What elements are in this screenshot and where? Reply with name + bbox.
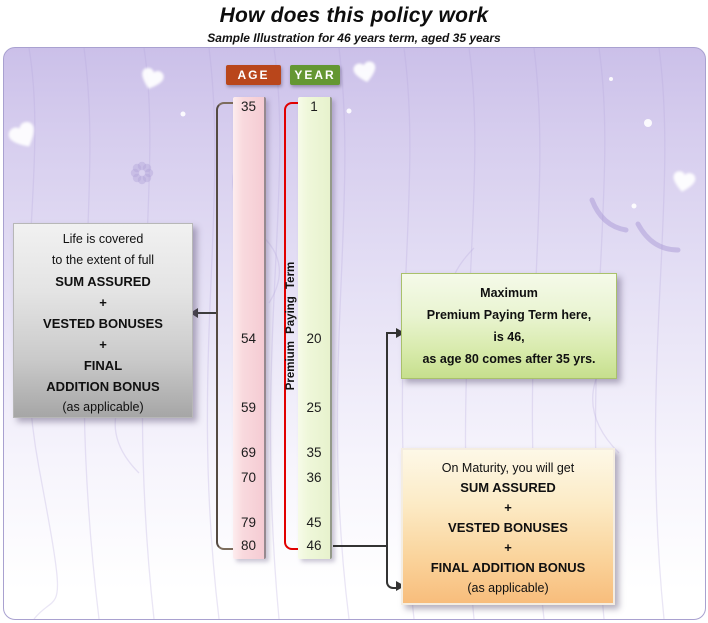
- coverage-line: to the extent of full: [51, 253, 155, 267]
- year-bar: 1 20 25 35 36 45 46: [298, 97, 332, 559]
- year-value: 45: [306, 515, 322, 530]
- coverage-line: Life is covered: [62, 232, 144, 246]
- coverage-line: FINAL: [83, 358, 123, 373]
- coverage-line: VESTED BONUSES: [43, 316, 163, 331]
- maturity-arrow-icon: [396, 581, 405, 591]
- term-box: Maximum Premium Paying Term here, is 46,…: [401, 273, 617, 379]
- maturity-line: VESTED BONUSES: [448, 520, 568, 535]
- age-value: 69: [240, 445, 257, 460]
- term-line: is 46,: [493, 330, 525, 344]
- coverage-line: (as applicable): [62, 400, 144, 414]
- year-value: 1: [310, 99, 318, 114]
- premium-paying-term-label: Premium Paying Term: [285, 261, 297, 391]
- coverage-connector-line: [197, 312, 216, 314]
- maturity-line: SUM ASSURED: [460, 480, 556, 495]
- year-value: 20: [306, 331, 322, 346]
- age-bracket: [216, 102, 235, 550]
- coverage-line: SUM ASSURED: [55, 274, 151, 289]
- swirl-crescents: [589, 197, 681, 253]
- age-value: 54: [240, 331, 257, 346]
- coverage-arrow-icon: [190, 308, 198, 318]
- year-value: 46: [306, 538, 322, 553]
- maturity-line: (as applicable): [467, 581, 549, 595]
- year-value: 35: [306, 445, 322, 460]
- age-value: 59: [240, 400, 257, 415]
- year-value: 25: [306, 400, 322, 415]
- maturity-line: On Maturity, you will get: [441, 461, 575, 475]
- heart-icon: [671, 170, 697, 194]
- age-value: 70: [240, 470, 257, 485]
- right-connector-vertical: [386, 332, 399, 589]
- coverage-line: ADDITION BONUS: [46, 379, 160, 394]
- diagram-panel: AGE YEAR 35 54 59 69 70 79 80 1 20 25 35…: [3, 47, 706, 620]
- premium-term-bracket: [284, 102, 300, 550]
- maturity-connector-horizontal: [333, 545, 388, 547]
- page-subtitle: Sample Illustration for 46 years term, a…: [207, 31, 501, 45]
- age-value: 79: [240, 515, 257, 530]
- maturity-line: FINAL ADDITION BONUS: [430, 560, 586, 575]
- term-line: as age 80 comes after 35 yrs.: [422, 352, 596, 366]
- term-line: Premium Paying Term here,: [426, 308, 592, 322]
- heart-icon: [352, 60, 379, 85]
- age-value: 35: [240, 99, 257, 114]
- heart-icon: [6, 119, 41, 153]
- coverage-line: +: [99, 295, 107, 310]
- heart-icon: [138, 66, 166, 93]
- year-badge: YEAR: [290, 65, 340, 85]
- term-arrow-icon: [396, 328, 405, 338]
- page-title: How does this policy work: [219, 4, 489, 27]
- age-bar: 35 54 59 69 70 79 80: [233, 97, 266, 559]
- age-value: 80: [240, 538, 257, 553]
- coverage-line: +: [99, 337, 107, 352]
- maturity-box: On Maturity, you will get SUM ASSURED + …: [401, 448, 615, 605]
- maturity-line: +: [504, 540, 512, 555]
- flower-icon: [130, 161, 154, 185]
- term-line: Maximum: [480, 286, 538, 300]
- maturity-line: +: [504, 500, 512, 515]
- coverage-box: Life is covered to the extent of full SU…: [13, 223, 193, 418]
- age-badge: AGE: [226, 65, 281, 85]
- year-value: 36: [306, 470, 322, 485]
- term-connector-stub: [388, 332, 397, 334]
